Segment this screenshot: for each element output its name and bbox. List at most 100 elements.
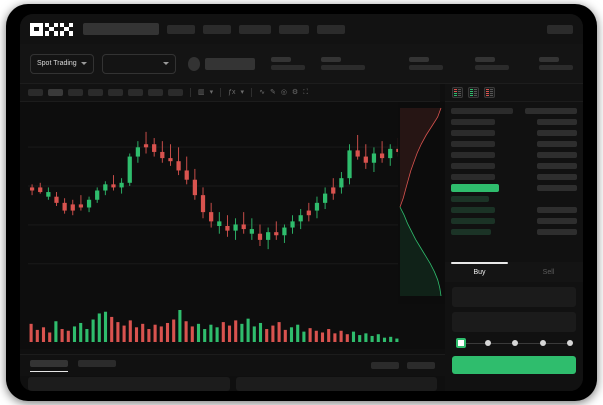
logo-glyph-k [45,22,58,36]
slider-stop-25[interactable] [484,340,491,346]
orderbook-row-bid[interactable] [451,205,577,214]
stat-value [475,65,509,70]
tab-order-history[interactable] [78,359,116,372]
slider-stop-50[interactable] [512,340,519,346]
stat-value [271,65,305,70]
stat-label [409,57,429,62]
logo-glyph-o [30,22,43,36]
market-depth-chart[interactable] [398,102,445,304]
orderbook-bids-icon[interactable] [468,87,479,98]
orderbook-asks-icon[interactable] [484,87,495,98]
okx-logo-icon[interactable] [30,22,73,36]
orders-tab-bar [20,354,445,376]
chevron-down-icon[interactable]: ▾ [209,89,214,96]
nav-item-6[interactable] [547,24,573,34]
orderbook-row-bid[interactable] [451,227,577,236]
nav-item-1[interactable] [167,24,195,34]
timeframe-button-8[interactable] [168,89,183,96]
toolbar-divider [190,88,191,97]
depth-chart-svg [399,107,442,297]
candles-icon[interactable]: ▥ [198,89,205,96]
orders-action-2[interactable] [407,362,435,369]
volume-histogram-svg [29,310,399,342]
order-form [445,282,583,391]
stat-label [475,57,495,62]
timeframe-button-1[interactable] [28,89,43,96]
stat-label [321,57,341,62]
tab-open-orders[interactable] [30,359,68,372]
coin-avatar [187,56,201,71]
nav-item-2[interactable] [203,24,231,34]
slider-handle[interactable] [456,338,466,348]
stat-block [321,57,365,70]
pair-name-label [205,57,255,70]
nav-item-3[interactable] [239,24,271,34]
timeframe-button-6[interactable] [128,89,143,96]
timeframe-button-5[interactable] [108,89,123,96]
orders-panel-right[interactable] [235,377,437,391]
stat-label [271,57,291,62]
tab-label [78,359,116,367]
stat-block [475,57,509,70]
percent-slider[interactable] [454,338,574,350]
tab-label [30,359,68,367]
tab-sell-label: Sell [542,268,555,276]
orderbook-row-ask[interactable] [451,106,577,115]
timeframe-button-7[interactable] [148,89,163,96]
fullscreen-icon[interactable]: ⛶ [303,89,309,96]
stat-value [321,65,365,70]
toolbar-divider [251,88,253,97]
tab-buy[interactable]: Buy [445,262,514,282]
slider-stop-100[interactable] [567,340,574,346]
toolbar-divider [220,88,222,97]
orderbook-row-ask[interactable] [451,150,577,159]
orderbook-row-ask[interactable] [451,117,577,126]
price-chart[interactable] [20,102,445,304]
orderbook-row-ask[interactable] [451,172,577,181]
stat-value [409,65,443,70]
market-type-dropdown[interactable]: Spot Trading [30,53,94,74]
trading-pair-dropdown[interactable] [101,53,176,74]
slider-stop-75[interactable] [539,340,546,346]
orderbook-both-icon[interactable] [452,87,463,98]
chevron-down-icon [80,62,87,65]
orderbook-row-ask[interactable] [451,161,577,170]
timeframe-button-2[interactable] [48,89,63,96]
line-tool-icon[interactable]: ∿ [259,89,265,96]
volume-chart [20,304,445,349]
logo-glyph-x [60,22,73,36]
orders-panels [20,377,445,391]
settings-icon[interactable]: ⚙ [291,89,299,96]
nav-item-4[interactable] [279,24,309,34]
market-type-label: Spot Trading [37,60,77,67]
pencil-icon[interactable]: ✎ [269,89,276,96]
order-book[interactable] [445,102,583,262]
price-field[interactable] [452,287,576,307]
tab-sell[interactable]: Sell [514,262,583,282]
pair-and-stats-bar: Spot Trading [20,44,583,84]
orderbook-row-bid[interactable] [451,194,577,203]
timeframe-button-3[interactable] [68,89,83,96]
stat-value [539,65,573,70]
stat-label [539,57,559,62]
orders-action-1[interactable] [371,362,399,369]
nav-item-5[interactable] [317,24,345,34]
orderbook-last-price [451,183,577,192]
submit-order-button[interactable] [452,356,576,374]
buy-sell-tabs: Buy Sell [445,262,583,282]
camera-icon[interactable]: ◎ [280,89,287,96]
orderbook-header [445,84,583,102]
orderbook-row-ask[interactable] [451,139,577,148]
top-navigation-bar [20,14,583,44]
indicators-icon[interactable]: ƒx [228,89,236,96]
orderbook-row-ask[interactable] [451,128,577,137]
chevron-down-icon[interactable]: ▾ [240,89,245,96]
stat-block [539,57,573,70]
candlestick-chart-svg [28,125,435,265]
orders-panel-left[interactable] [28,377,230,391]
nav-search-box[interactable] [83,23,159,35]
orderbook-row-bid[interactable] [451,216,577,225]
timeframe-button-4[interactable] [88,89,103,96]
device-frame: Spot Trading [6,4,597,401]
amount-field[interactable] [452,312,576,332]
